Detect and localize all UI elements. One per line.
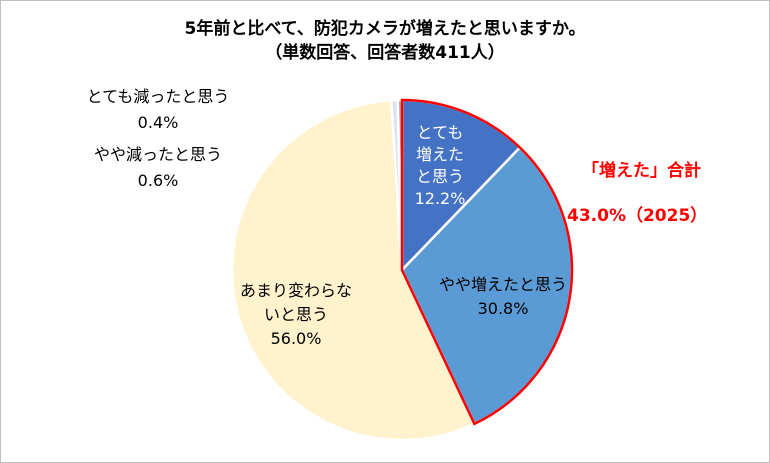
slice-label-4: とても減ったと思う 0.4% bbox=[87, 87, 230, 132]
chart-title: 5年前と比べて、防犯カメラが増えたと思いますか。 bbox=[184, 19, 586, 39]
slice-label-0: とても増えたと思う 12.2% bbox=[415, 123, 466, 208]
increased-total-value: 43.0%（2025） bbox=[567, 205, 707, 226]
increased-total-label: 「増えた」合計 bbox=[582, 160, 701, 181]
pie-slice-2 bbox=[230, 99, 477, 442]
increased-total-outline bbox=[400, 98, 574, 426]
chart-subtitle: （単数回答、回答者数411人） bbox=[265, 43, 505, 63]
slice-label-3: やや減ったと思う 0.6% bbox=[94, 145, 222, 190]
slice-label-1: やや増えたと思う 30.8% bbox=[439, 275, 567, 318]
slice-label-2: あまり変わらないと思う 56.0% bbox=[240, 281, 352, 348]
